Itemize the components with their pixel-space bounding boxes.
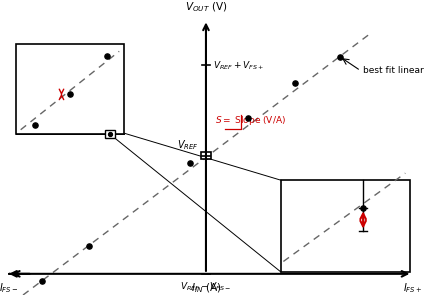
Text: $V_{REF}$: $V_{REF}$ bbox=[177, 138, 199, 152]
Point bbox=[292, 81, 299, 86]
Point bbox=[336, 54, 343, 59]
Point bbox=[245, 116, 252, 121]
Point bbox=[85, 243, 92, 248]
Bar bbox=[201, 152, 211, 159]
Text: $V_{OE}$: $V_{OE}$ bbox=[369, 213, 389, 227]
Point bbox=[38, 279, 45, 283]
Text: $V_{REF} - V_{FS-}$: $V_{REF} - V_{FS-}$ bbox=[181, 280, 231, 293]
Text: $V_{OUT}$ (V): $V_{OUT}$ (V) bbox=[185, 1, 227, 14]
Point bbox=[66, 92, 73, 97]
Point bbox=[202, 153, 209, 158]
Text: $I_{FS+}$: $I_{FS+}$ bbox=[403, 282, 422, 295]
Point bbox=[360, 206, 366, 211]
Text: $V_{NL}$: $V_{NL}$ bbox=[39, 88, 57, 101]
Text: $S = $ Slope (V/A): $S = $ Slope (V/A) bbox=[216, 114, 286, 127]
Bar bbox=[105, 131, 115, 138]
Point bbox=[186, 160, 193, 165]
Bar bbox=[281, 180, 410, 272]
Text: $I_{FS-}$: $I_{FS-}$ bbox=[0, 282, 19, 295]
Text: $V_{REF} + V_{FS+}$: $V_{REF} + V_{FS+}$ bbox=[213, 59, 264, 72]
Text: $V_{REF}$: $V_{REF}$ bbox=[369, 235, 389, 247]
Point bbox=[106, 132, 113, 137]
Text: $I_{IN}$ (A): $I_{IN}$ (A) bbox=[191, 282, 221, 295]
Point bbox=[32, 122, 38, 127]
Bar bbox=[16, 44, 124, 134]
Point bbox=[104, 54, 111, 58]
Text: best fit linear: best fit linear bbox=[363, 66, 424, 75]
Text: $V_{OUT,\ 0A}$: $V_{OUT,\ 0A}$ bbox=[321, 202, 356, 215]
